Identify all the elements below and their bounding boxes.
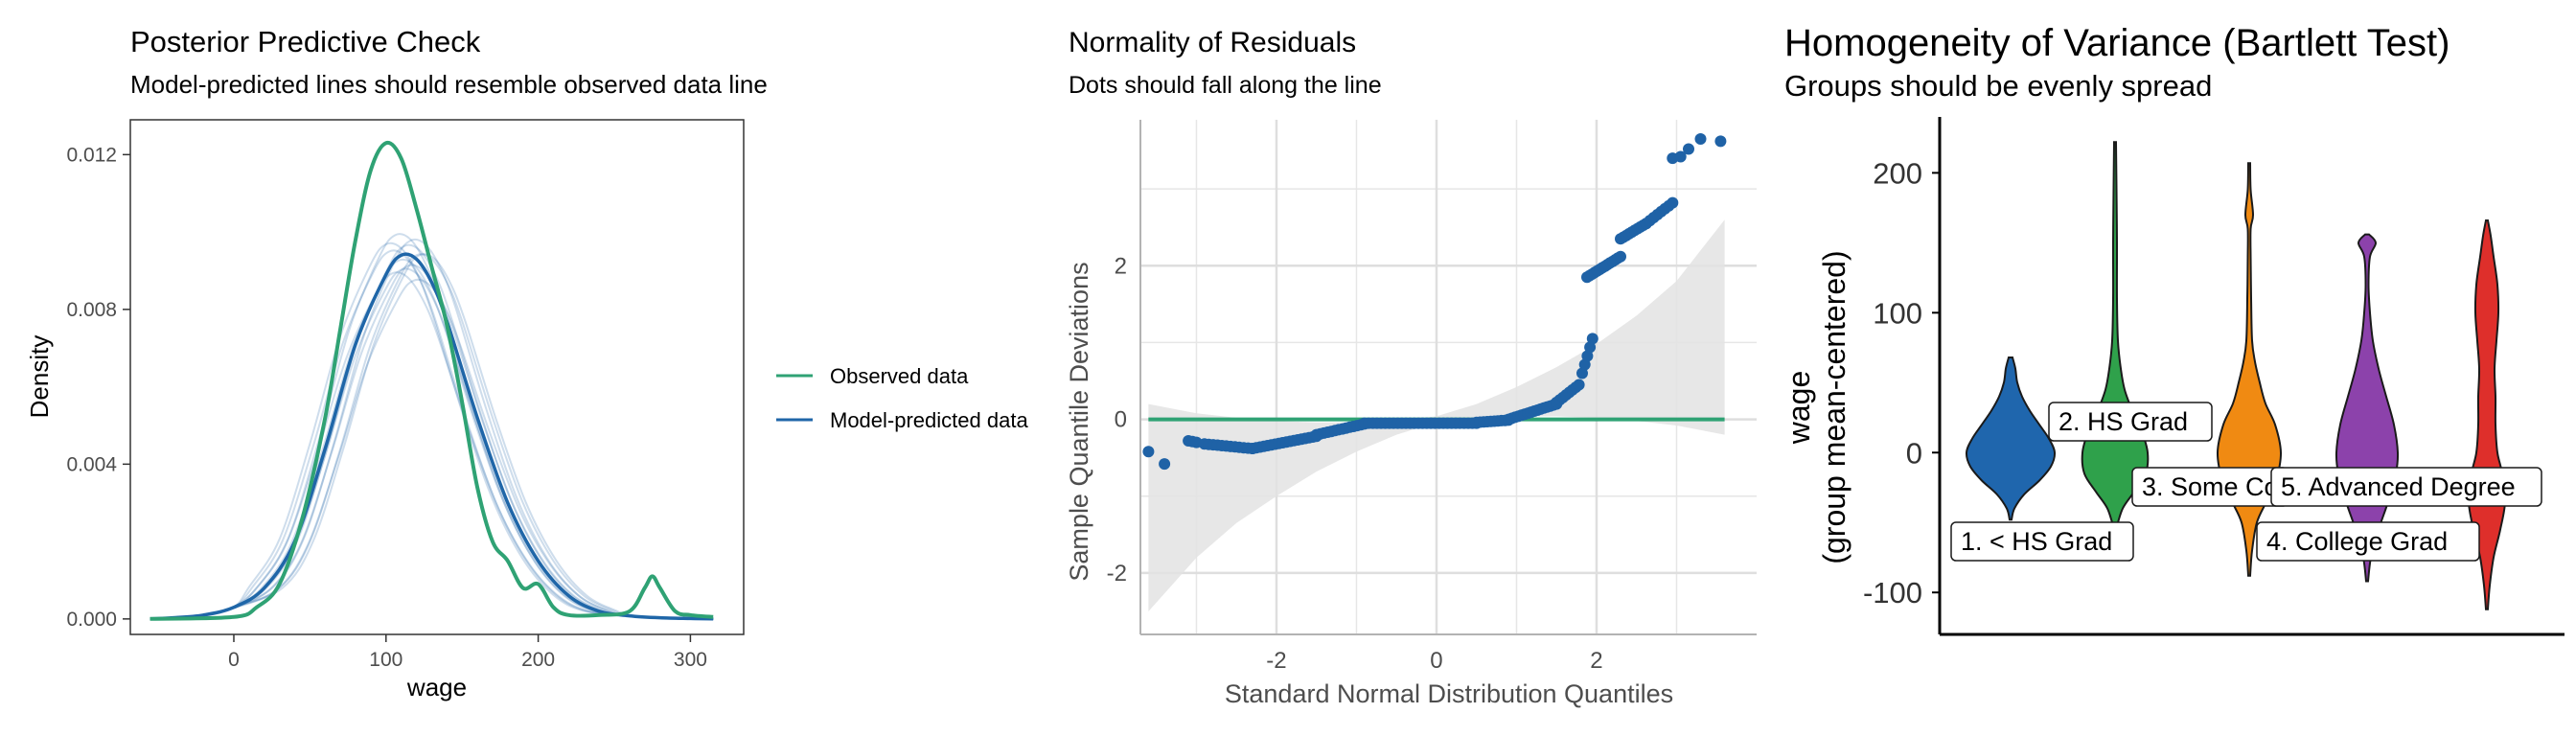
qq-title: Normality of Residuals (1069, 27, 1356, 58)
qq-x-tick-label: -2 (1266, 648, 1286, 674)
violin-group-label-box (1950, 521, 2134, 562)
violin-group-label-box (2048, 402, 2213, 442)
qq-plot-area (1142, 133, 1727, 611)
violin-group-label-box (2256, 521, 2480, 562)
predicted-draw-line (150, 249, 714, 620)
ppc-x-tick-label: 200 (521, 649, 555, 671)
qq-point (1573, 379, 1585, 391)
qq-y-tick-label: 0 (1115, 407, 1127, 433)
ppc-panel: Posterior Predictive Check Model-predict… (25, 25, 1028, 702)
qq-point (1683, 143, 1694, 155)
legend-label-predicted: Model-predicted data (830, 408, 1028, 432)
violin-group-label: 5. Advanced Degree (2281, 472, 2516, 501)
ppc-y-tick-label: 0.008 (66, 299, 117, 321)
violin-shape (1965, 356, 2057, 521)
qq-point (1586, 333, 1598, 345)
violin-group-label: 1. < HS Grad (1961, 527, 2112, 556)
ppc-legend: Observed data Model-predicted data (776, 364, 1028, 432)
violin-y-tick-label: 0 (1906, 436, 1922, 470)
violin-y-tick-label: 200 (1873, 156, 1922, 190)
qq-point (1615, 250, 1626, 263)
qq-point (1142, 446, 1155, 458)
qq-panel: Normality of Residuals Dots should fall … (1065, 27, 1757, 708)
ppc-plot-border (129, 119, 745, 635)
ppc-x-axis-label: wage (406, 673, 467, 702)
qq-point (1714, 135, 1727, 148)
qq-y-tick-label: 2 (1115, 253, 1127, 279)
violin-shape (2216, 162, 2283, 577)
violin-axes: -100 0 100 200 (1863, 156, 1940, 610)
violin-y-tick-label: 100 (1873, 296, 1922, 330)
qq-point (1674, 150, 1687, 163)
ppc-x-tick-label: 100 (369, 649, 402, 671)
ppc-x-tick-label: 300 (674, 649, 707, 671)
violin-panel: Homogeneity of Variance (Bartlett Test) … (1782, 22, 2564, 636)
predicted-draw-line (150, 243, 714, 620)
ppc-y-axis-label: Density (25, 335, 54, 419)
violin-group-label-box (2270, 467, 2542, 507)
qq-axes: -2 0 2 -2 0 2 (1107, 253, 1603, 674)
qq-point (1694, 133, 1707, 145)
qq-point (1159, 458, 1171, 471)
violin-subtitle: Groups should be evenly spread (1784, 69, 2212, 103)
observed-density-line (150, 140, 714, 621)
qq-point (1576, 367, 1588, 380)
qq-x-tick-label: 2 (1590, 648, 1602, 674)
ppc-y-tick-label: 0.004 (66, 453, 117, 475)
ppc-title: Posterior Predictive Check (130, 25, 481, 58)
predicted-draw-line (150, 271, 714, 620)
qq-point (1581, 350, 1594, 362)
violin-y-tick-label: -100 (1863, 576, 1922, 610)
ppc-y-tick-label: 0.000 (66, 609, 117, 631)
qq-point (1667, 196, 1679, 209)
violin-group-label: 2. HS Grad (2058, 407, 2188, 436)
legend-label-observed: Observed data (830, 364, 969, 388)
predicted-draw-line (150, 242, 714, 620)
qq-x-axis-label: Standard Normal Distribution Quantiles (1225, 679, 1673, 708)
violin-y-axis-label: wage (1782, 371, 1816, 446)
qq-y-axis-label: Sample Quantile Deviations (1065, 262, 1093, 581)
ppc-y-tick-label: 0.012 (66, 144, 117, 166)
qq-y-tick-label: -2 (1107, 561, 1127, 586)
violin-y-axis-label-sub: (group mean-centered) (1817, 250, 1852, 564)
ppc-plot-area (150, 140, 714, 621)
violin-group-label: 4. College Grad (2266, 527, 2448, 556)
ppc-x-tick-label: 0 (228, 649, 240, 671)
qq-point (1584, 341, 1597, 354)
qq-x-tick-label: 0 (1430, 648, 1442, 674)
predicted-draw-line (150, 278, 714, 620)
violin-title: Homogeneity of Variance (Bartlett Test) (1784, 22, 2450, 64)
ppc-axes: 0 100 200 300 0.000 0.004 0.008 0.012 (66, 144, 707, 671)
qq-subtitle: Dots should fall along the line (1069, 72, 1382, 99)
ppc-subtitle: Model-predicted lines should resemble ob… (130, 70, 768, 99)
qq-confidence-band (1148, 219, 1725, 611)
qq-point (1578, 358, 1591, 371)
